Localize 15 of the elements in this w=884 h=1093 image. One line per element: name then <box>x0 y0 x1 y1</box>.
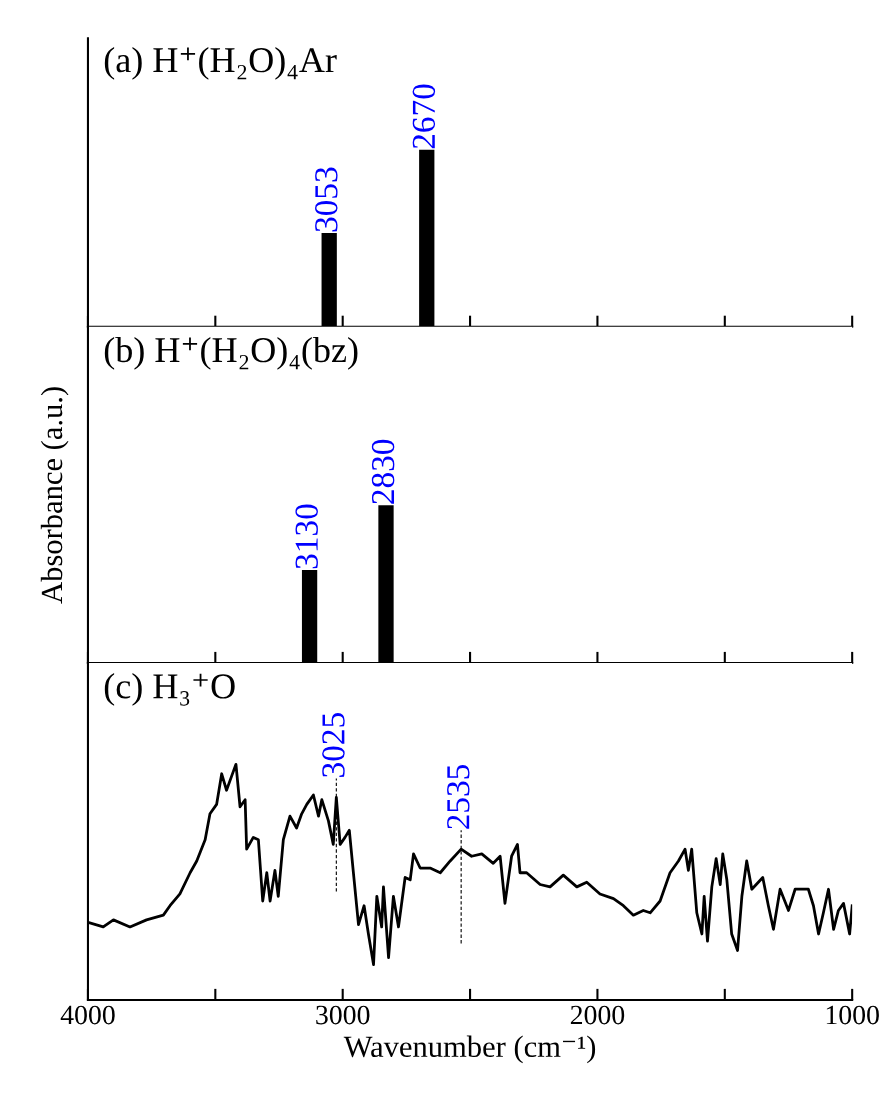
chart-title: (c) H₃⁺O <box>104 673 235 706</box>
annotation: 2830 <box>371 439 395 504</box>
chart-title: (b) H⁺(H₂O)₄(bz) <box>104 336 358 370</box>
chart-title: (a) H⁺(H₂O)₄Ar <box>104 46 337 80</box>
y-axis-title: Absorbance (a.u.) <box>40 387 69 604</box>
x-axis-title: Wavenumber (cm⁻¹) <box>343 1035 596 1064</box>
x-tick-label: 2000 <box>570 1005 625 1025</box>
annotation: 3025 <box>322 713 345 777</box>
x-tick-label: 1000 <box>826 1005 879 1025</box>
x-tick-label: 3000 <box>316 1005 370 1025</box>
annotation: 2670 <box>412 84 436 149</box>
x-tick-label: 4000 <box>60 1005 115 1025</box>
annotation: 3130 <box>295 504 318 569</box>
annotation: 3053 <box>315 167 338 232</box>
annotation: 2535 <box>447 764 470 829</box>
